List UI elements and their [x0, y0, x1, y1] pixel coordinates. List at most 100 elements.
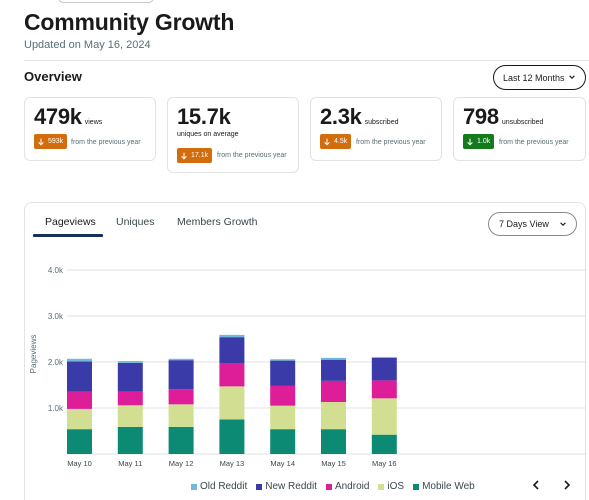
bar-segment-mobile-web[interactable]	[168, 426, 194, 454]
stat-unit: subscribed	[364, 119, 399, 126]
change-value: 593k	[48, 138, 64, 145]
y-tick-label: 3.0k	[48, 312, 64, 321]
change-note: from the previous year	[356, 139, 426, 146]
bar-segment-mobile-web[interactable]	[117, 426, 143, 454]
chevron-left-icon[interactable]	[530, 479, 542, 491]
stat-card-subscribed: 2.3k subscribed 4.5k from the previous ye…	[310, 97, 442, 161]
stat-card-views: 479k views 593k from the previous year	[24, 97, 156, 161]
change-value: 17.1k	[191, 152, 209, 159]
chevron-down-icon	[569, 75, 575, 79]
bar-segment-new-reddit[interactable]	[371, 357, 397, 381]
tab-members-growth[interactable]: Members Growth	[177, 216, 258, 228]
bar-segment-ios[interactable]	[67, 408, 92, 430]
stat-unit: views	[84, 119, 103, 126]
legend-item-ios[interactable]: iOS	[378, 481, 404, 492]
bar-segment-android[interactable]	[117, 391, 143, 406]
tab-uniques[interactable]: Uniques	[116, 216, 155, 228]
bar-segment-android[interactable]	[270, 385, 296, 406]
legend-label: Android	[334, 481, 370, 492]
bar-segment-ios[interactable]	[321, 402, 346, 430]
bar-segment-ios[interactable]	[117, 405, 143, 427]
bar-segment-old-reddit[interactable]	[67, 358, 92, 362]
change-note: from the previous year	[71, 139, 141, 146]
stat-value: 2.3k subscribed	[320, 104, 399, 129]
updated-date: Updated on May 16, 2024	[24, 39, 151, 51]
bar-segment-android[interactable]	[219, 363, 245, 387]
legend-label: Mobile Web	[422, 481, 475, 492]
legend-item-android[interactable]: Android	[325, 481, 370, 492]
bar-segment-old-reddit[interactable]	[371, 356, 397, 358]
chart-legend: Old Reddit New Reddit Android iOS Mobile Web	[191, 481, 475, 492]
legend-swatch	[256, 483, 263, 490]
bar-segment-new-reddit[interactable]	[168, 360, 194, 390]
bar-segment-mobile-web[interactable]	[371, 434, 397, 454]
active-tab-indicator	[33, 234, 103, 237]
x-tick-label: May 12	[169, 459, 194, 468]
overview-heading: Overview	[24, 69, 82, 84]
bar-segment-android[interactable]	[67, 391, 92, 409]
bar-segment-new-reddit[interactable]	[270, 360, 296, 386]
chevron-down-icon	[560, 222, 566, 226]
stat-card-unsubscribed: 798 unsubscribed 1.0k from the previous y…	[453, 97, 586, 161]
bar-segment-new-reddit[interactable]	[219, 337, 245, 364]
stat-value: 479k views	[34, 104, 103, 129]
bar-segment-ios[interactable]	[168, 404, 194, 427]
range-select-label: Last 12 Months	[503, 72, 565, 83]
arrow-down-icon	[181, 152, 187, 160]
bar-segment-ios[interactable]	[371, 398, 397, 435]
page-title: Community Growth	[24, 9, 235, 35]
stat-value: 15.7k	[177, 104, 231, 129]
legend-swatch	[191, 483, 197, 490]
bar-segment-ios[interactable]	[270, 405, 296, 430]
change-badge: 4.5k	[320, 134, 352, 149]
bar-segment-mobile-web[interactable]	[219, 419, 245, 455]
arrow-down-icon	[38, 138, 44, 146]
arrow-down-icon	[467, 138, 473, 146]
stat-card-uniques: 15.7k uniques on average 17.1k from the …	[167, 97, 299, 173]
bar-segment-ios[interactable]	[219, 386, 245, 420]
x-tick-label: May 13	[220, 459, 245, 468]
chevron-right-icon[interactable]	[561, 479, 573, 491]
bar-segment-new-reddit[interactable]	[321, 359, 346, 381]
x-tick-label: May 16	[372, 459, 397, 468]
change-badge: 17.1k	[177, 148, 213, 163]
change-note: from the previous year	[217, 152, 287, 159]
bar-segment-old-reddit[interactable]	[117, 361, 143, 363]
tab-pageviews[interactable]: Pageviews	[45, 216, 96, 228]
bar-segment-old-reddit[interactable]	[270, 359, 296, 361]
bar-segment-old-reddit[interactable]	[219, 334, 245, 338]
x-tick-label: May 15	[321, 459, 346, 468]
bar-segment-old-reddit[interactable]	[321, 357, 346, 360]
stat-unit: uniques on average	[177, 131, 239, 138]
legend-swatch	[325, 483, 332, 490]
change-badge: 593k	[34, 134, 68, 149]
legend-item-old-reddit[interactable]: Old Reddit	[191, 481, 247, 492]
legend-label: Old Reddit	[200, 481, 248, 492]
range-select[interactable]: Last 12 Months	[493, 65, 586, 90]
x-tick-label: May 14	[270, 459, 295, 468]
legend-item-mobile-web[interactable]: Mobile Web	[413, 481, 475, 492]
change-badge: 1.0k	[463, 134, 495, 149]
bar-segment-mobile-web[interactable]	[321, 429, 346, 454]
chart-panel	[24, 202, 586, 500]
bar-segment-old-reddit[interactable]	[168, 358, 194, 361]
stat-value: 798 unsubscribed	[463, 104, 544, 129]
bar-segment-mobile-web[interactable]	[67, 429, 92, 454]
change-note: from the previous year	[499, 139, 569, 146]
change-value: 1.0k	[477, 138, 491, 145]
y-tick-label: 4.0k	[48, 266, 64, 275]
x-tick-label: May 10	[67, 459, 92, 468]
bar-segment-android[interactable]	[321, 380, 346, 403]
x-tick-label: May 11	[118, 459, 142, 468]
stat-unit: unsubscribed	[501, 119, 544, 126]
bar-segment-android[interactable]	[371, 380, 397, 399]
bar-segment-new-reddit[interactable]	[67, 361, 92, 392]
bar-segment-mobile-web[interactable]	[270, 429, 296, 454]
bar-segment-android[interactable]	[168, 389, 194, 405]
legend-swatch	[413, 483, 420, 490]
bar-segment-new-reddit[interactable]	[117, 362, 143, 392]
view-select[interactable]: 7 Days View	[488, 212, 577, 236]
y-tick-label: 1.0k	[48, 404, 64, 413]
legend-item-new-reddit[interactable]: New Reddit	[256, 481, 317, 492]
